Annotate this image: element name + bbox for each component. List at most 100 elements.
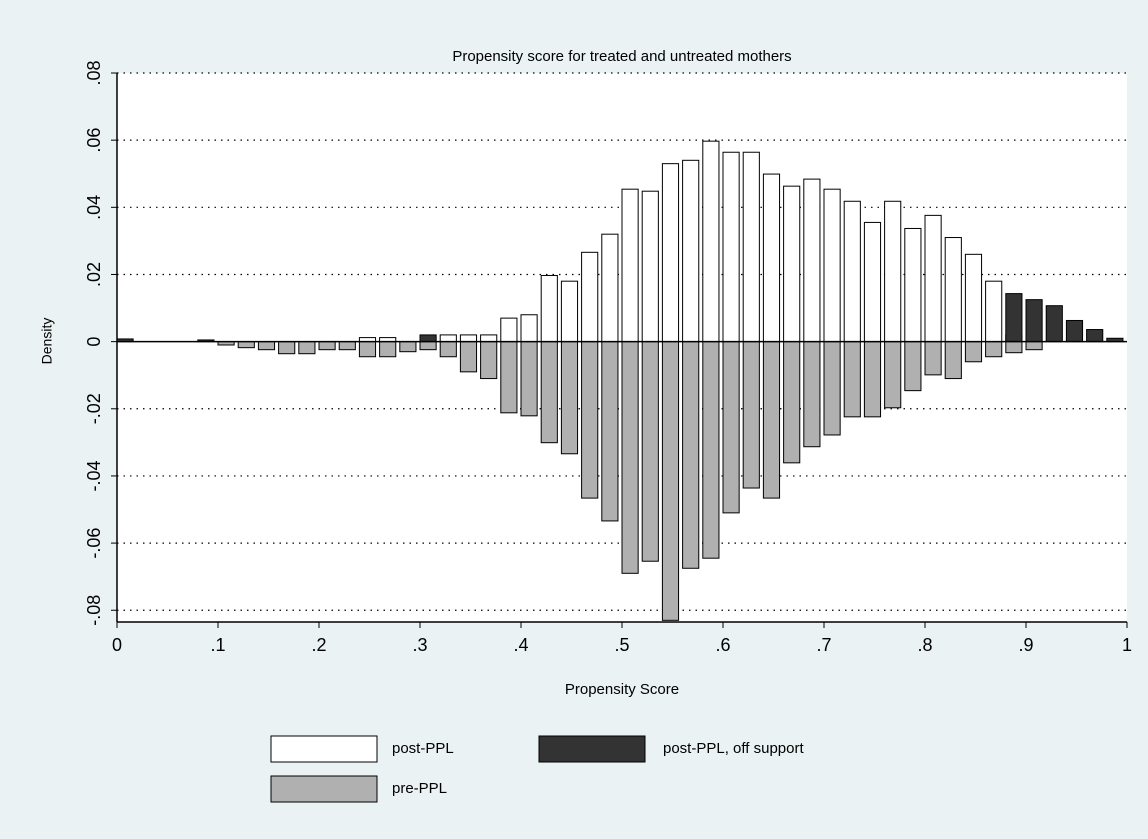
- bar: [843, 200, 861, 343]
- bar: [803, 178, 821, 343]
- bar: [540, 341, 558, 444]
- bar: [964, 341, 983, 363]
- bar: [924, 214, 942, 343]
- bar: [257, 341, 276, 351]
- bar: [419, 341, 437, 351]
- bar: [1025, 341, 1043, 351]
- bar: [298, 341, 316, 355]
- bar: [520, 314, 538, 343]
- bar: [985, 280, 1003, 343]
- bar: [1045, 305, 1063, 343]
- x-tick-label: .8: [917, 635, 932, 655]
- bar: [601, 233, 619, 343]
- legend-swatch: [270, 775, 378, 803]
- y-tick-label: -.06: [84, 528, 104, 559]
- legend-label: post-PPL, off support: [663, 740, 804, 757]
- bar: [722, 341, 740, 514]
- x-tick-label: .4: [513, 635, 528, 655]
- bar: [823, 188, 841, 343]
- y-tick-label: .08: [84, 60, 104, 85]
- bar: [480, 341, 498, 380]
- bar: [601, 341, 619, 522]
- bar: [1086, 329, 1104, 343]
- bar: [237, 341, 255, 349]
- bar: [1065, 319, 1084, 343]
- y-tick-label: .02: [84, 262, 104, 287]
- bar: [540, 274, 558, 343]
- bar: [863, 221, 882, 343]
- bar: [985, 341, 1003, 358]
- bar: [884, 200, 902, 343]
- bar: [783, 185, 801, 343]
- x-tick-label: .9: [1018, 635, 1033, 655]
- bar: [742, 151, 760, 343]
- bar: [661, 341, 680, 621]
- bar: [863, 341, 882, 418]
- bar: [762, 341, 781, 499]
- legend-swatch: [270, 735, 378, 763]
- bar: [480, 334, 498, 343]
- bar: [581, 251, 599, 343]
- bar: [318, 341, 336, 351]
- bar: [843, 341, 861, 418]
- bar: [358, 341, 377, 358]
- bar: [661, 163, 680, 343]
- x-tick-label: 0: [112, 635, 122, 655]
- bar: [439, 334, 457, 343]
- bar: [762, 173, 781, 343]
- bar: [964, 253, 983, 343]
- bar: [560, 341, 579, 455]
- bar: [419, 334, 437, 343]
- bar: [904, 341, 922, 392]
- y-tick-label: .06: [84, 128, 104, 153]
- x-tick-label: .3: [412, 635, 427, 655]
- bar: [884, 341, 902, 409]
- bar: [641, 341, 659, 562]
- x-tick-label: .6: [715, 635, 730, 655]
- x-tick-label: .2: [311, 635, 326, 655]
- bar: [338, 341, 356, 351]
- y-tick-label: -.02: [84, 393, 104, 424]
- x-axis-title: Propensity Score: [565, 681, 679, 698]
- bar: [944, 341, 962, 380]
- bar: [682, 159, 700, 343]
- bar: [520, 341, 538, 417]
- y-axis-title: Density: [39, 318, 55, 365]
- bar: [702, 140, 720, 343]
- bar: [803, 341, 821, 448]
- bar: [560, 280, 579, 343]
- y-tick-label: 0: [84, 337, 104, 347]
- bar: [1005, 341, 1023, 354]
- bar: [278, 341, 296, 355]
- bar: [500, 341, 518, 414]
- bar: [500, 317, 518, 343]
- bar: [823, 341, 841, 436]
- x-tick-label: .1: [210, 635, 225, 655]
- bar: [1005, 293, 1023, 343]
- bar: [581, 341, 599, 499]
- bar: [641, 190, 659, 343]
- bar: [904, 227, 922, 343]
- legend-label: post-PPL: [392, 740, 454, 757]
- y-tick-label: -.04: [84, 460, 104, 491]
- bar: [399, 341, 417, 353]
- bar: [621, 188, 639, 343]
- bar: [682, 341, 700, 569]
- bar: [722, 151, 740, 343]
- bar: [439, 341, 457, 358]
- bar: [944, 237, 962, 343]
- bar: [924, 341, 942, 376]
- bar: [783, 341, 801, 464]
- y-tick-label: -.08: [84, 595, 104, 626]
- x-tick-label: .7: [816, 635, 831, 655]
- y-tick-label: .04: [84, 195, 104, 220]
- legend-swatch: [538, 735, 646, 763]
- x-tick-label: 1: [1122, 635, 1132, 655]
- bar: [742, 341, 760, 489]
- bar: [459, 334, 478, 343]
- bar: [1025, 299, 1043, 343]
- chart-title: Propensity score for treated and untreat…: [452, 48, 791, 65]
- bar: [379, 341, 397, 358]
